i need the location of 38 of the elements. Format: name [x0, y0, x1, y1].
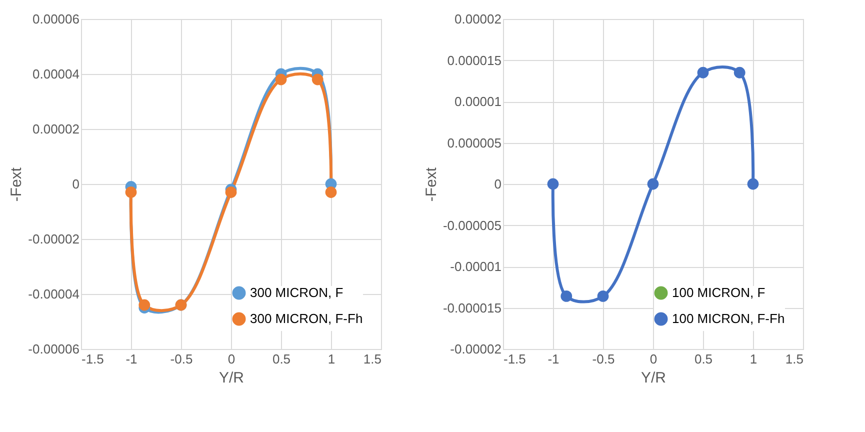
legend-label: 100 MICRON, F-Fh: [672, 311, 785, 326]
y-tick-label: -0.000005: [442, 218, 502, 233]
legend-label: 300 MICRON, F: [250, 285, 344, 300]
y-axis-title: -Fext: [422, 166, 440, 202]
y-axis-title: -Fext: [8, 166, 26, 202]
y-tick-label: 0.00002: [32, 122, 80, 136]
y-tick-label: -0.00002: [450, 342, 502, 356]
y-tick-label: 0: [72, 176, 80, 192]
y-tick-label: 0.00006: [32, 12, 80, 26]
y-tick-label: -0.00004: [28, 286, 80, 302]
y-tick-label: 0: [494, 176, 502, 192]
x-tick-label: -0.5: [592, 352, 615, 366]
x-tick-label: -1: [126, 352, 138, 366]
x-tick-label: 1.5: [363, 352, 382, 366]
x-tick-label: -0.5: [170, 352, 193, 366]
x-tick-label: 0: [650, 352, 658, 366]
x-tick-label: -1.5: [82, 352, 104, 366]
x-tick-label: 1: [328, 352, 336, 366]
y-tick-label: 0.00001: [454, 94, 502, 109]
x-tick-label: 1.5: [785, 352, 804, 366]
y-tick-label: -0.000015: [442, 300, 502, 316]
x-axis-title: Y/R: [640, 370, 666, 386]
x-axis-title: Y/R: [218, 370, 244, 386]
x-tick-label: -1: [548, 352, 560, 366]
y-tick-label: -0.00002: [28, 232, 80, 246]
y-tick-label: 0.000015: [447, 52, 502, 68]
y-tick-label: 0.000005: [447, 135, 502, 150]
legend-label: 300 MICRON, F-Fh: [250, 311, 363, 326]
y-tick-label: 0.00002: [454, 12, 502, 26]
x-tick-label: 1: [750, 352, 758, 366]
legend-label: 100 MICRON, F: [672, 285, 766, 300]
y-tick-label: -0.00006: [28, 342, 80, 356]
x-tick-label: 0.5: [272, 352, 291, 366]
y-tick-label: -0.00001: [450, 259, 502, 274]
x-tick-label: -1.5: [504, 352, 526, 366]
y-tick-label: 0.00004: [32, 66, 80, 82]
x-tick-label: 0.5: [694, 352, 713, 366]
x-tick-label: 0: [228, 352, 236, 366]
